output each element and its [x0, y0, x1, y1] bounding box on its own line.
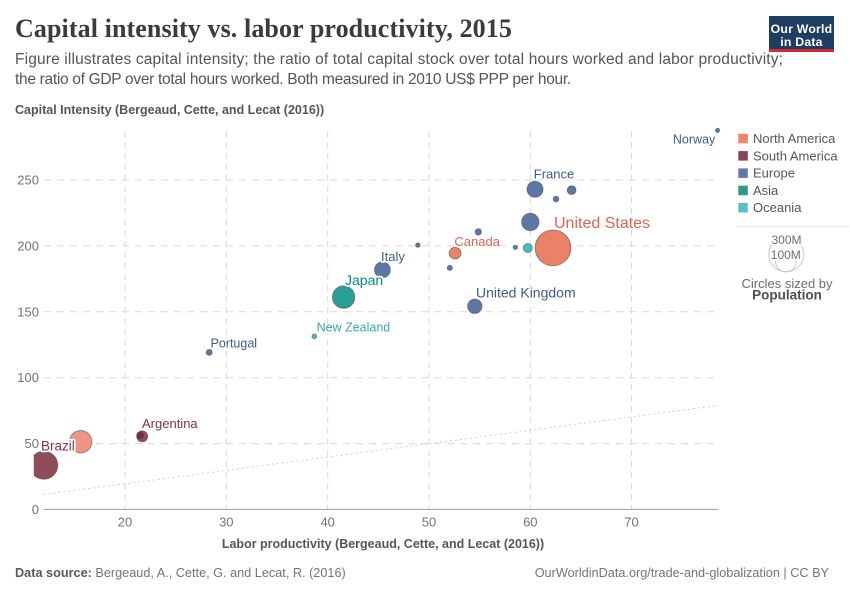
svg-text:Brazil: Brazil — [41, 439, 75, 454]
svg-text:France: France — [534, 167, 574, 182]
svg-text:Asia: Asia — [753, 183, 779, 198]
svg-text:70: 70 — [624, 515, 638, 530]
svg-text:30: 30 — [219, 515, 233, 530]
svg-text:United Kingdom: United Kingdom — [476, 285, 576, 301]
svg-text:Capital Intensity (Bergeaud, C: Capital Intensity (Bergeaud, Cette, and … — [15, 103, 324, 117]
svg-text:Norway: Norway — [673, 133, 716, 147]
svg-text:Oceania: Oceania — [753, 200, 802, 215]
svg-text:Japan: Japan — [345, 272, 383, 288]
svg-text:50: 50 — [422, 515, 436, 530]
svg-text:South America: South America — [753, 148, 838, 163]
svg-text:40: 40 — [320, 515, 334, 530]
svg-text:Circles sized by: Circles sized by — [741, 276, 833, 291]
svg-text:200: 200 — [17, 238, 39, 253]
svg-text:United States: United States — [554, 215, 650, 232]
svg-text:0: 0 — [32, 502, 39, 517]
svg-text:20: 20 — [118, 515, 132, 530]
svg-text:Argentina: Argentina — [142, 416, 198, 431]
svg-text:Population: Population — [752, 288, 822, 303]
svg-text:Europe: Europe — [753, 166, 795, 181]
svg-text:60: 60 — [523, 515, 537, 530]
svg-text:250: 250 — [17, 173, 39, 188]
svg-text:50: 50 — [25, 436, 39, 451]
svg-text:Portugal: Portugal — [211, 337, 258, 351]
svg-text:150: 150 — [17, 304, 39, 319]
svg-text:Canada: Canada — [454, 234, 500, 249]
svg-text:New Zealand: New Zealand — [317, 321, 391, 335]
svg-text:Italy: Italy — [381, 249, 405, 264]
svg-text:Labor productivity (Bergeaud,: Labor productivity (Bergeaud, Cette, and… — [222, 537, 544, 551]
svg-text:100: 100 — [17, 370, 39, 385]
svg-text:100M: 100M — [771, 248, 801, 262]
svg-text:300M: 300M — [771, 233, 801, 247]
svg-text:North America: North America — [753, 131, 836, 146]
